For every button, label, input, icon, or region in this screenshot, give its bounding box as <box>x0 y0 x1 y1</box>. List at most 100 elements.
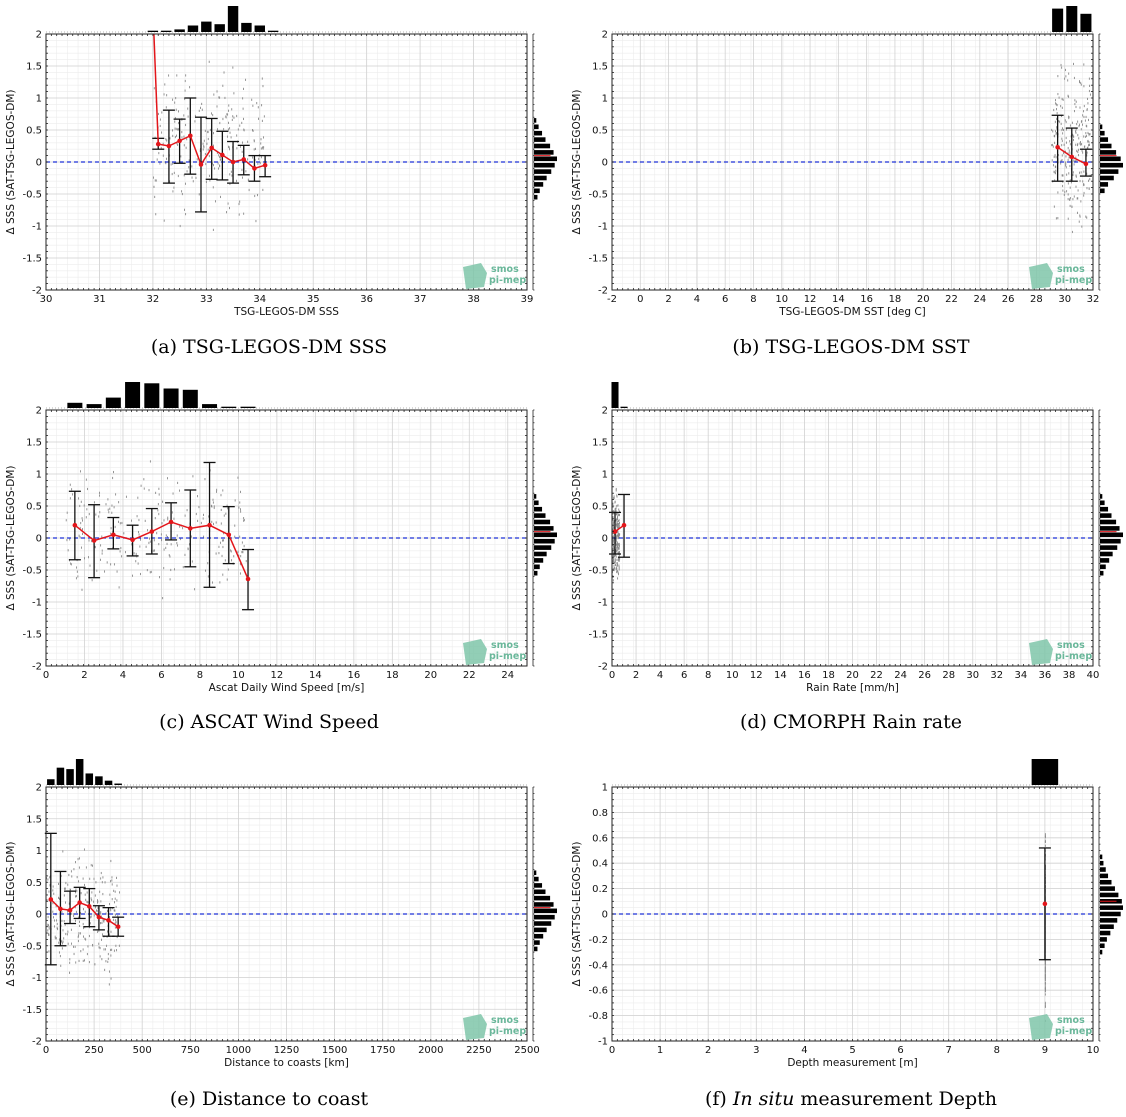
top-hist-bar-6 <box>182 389 198 408</box>
right-hist-bar-2 <box>1100 506 1109 512</box>
right-hist-bar-10 <box>534 933 544 939</box>
x-tick-label: 22 <box>945 294 958 305</box>
chart-panel-b: -2 0 2 4 6 8 10 12 14 16 18 20 22 24 26 28 30 32-2-1.5-1-… <box>571 6 1123 358</box>
right-hist-bar-3 <box>534 889 546 895</box>
x-tick-label: 26 <box>918 670 931 681</box>
x-tick-label: 2250 <box>466 1045 491 1056</box>
top-hist-bar-1 <box>1066 6 1078 32</box>
mean-point-0 <box>1055 144 1060 150</box>
top-hist-bar-4 <box>201 21 212 32</box>
right-hist-bar-10 <box>1100 188 1105 194</box>
right-hist-bar-5 <box>534 902 554 907</box>
y-axis-label: Δ SSS (SAT-TSG-LEGOS-DM) <box>5 89 17 234</box>
logo-text-smos: smos <box>1057 264 1085 275</box>
x-tick-label: -2 <box>607 294 617 305</box>
y-tick-label: 1 <box>36 94 42 105</box>
tick-labels: 0 1 2 3 4 5 6 7 8 9 10 -1 -0.8 -0.6 -0.4 -0.2 0 0.2 0.4 0.6… <box>588 783 1099 1057</box>
logo-emblem-icon <box>1029 1014 1053 1040</box>
axis-ticks <box>45 33 528 291</box>
top-hist-bar-3 <box>187 25 199 32</box>
right-hist-bar-0 <box>534 118 537 123</box>
mean-point-0 <box>48 897 54 902</box>
logo-emblem-icon <box>463 639 487 665</box>
top-histogram <box>46 382 527 409</box>
y-tick-label: -2 <box>598 286 608 297</box>
x-tick-label: 6 <box>897 1045 903 1056</box>
x-tick-label: 2000 <box>418 1045 443 1056</box>
top-hist-bar-7 <box>202 404 218 408</box>
x-tick-label: 39 <box>521 294 534 305</box>
x-axis-label: Rain Rate [mm/h] <box>806 682 899 694</box>
mean-line-group <box>72 519 251 582</box>
x-tick-label: 12 <box>804 294 817 305</box>
right-hist-bar-6 <box>1100 532 1123 538</box>
mean-point-4 <box>86 904 92 909</box>
tick-labels: 0 2 4 6 8 10 12 14 16 18 20 22 24 26 28 30 32 34 36 38 40-2-… <box>588 406 1099 682</box>
mean-point-10 <box>252 166 257 171</box>
mean-point-5 <box>96 914 102 920</box>
mean-point-0 <box>1042 901 1048 907</box>
right-histogram <box>1098 786 1123 1042</box>
mean-point-3 <box>130 537 135 543</box>
mean-point-1 <box>58 906 63 912</box>
right-hist-bar-3 <box>534 513 546 518</box>
mean-point-8 <box>226 532 232 538</box>
major-grid <box>611 409 1094 667</box>
x-tick-label: 10 <box>775 294 788 305</box>
logo-text-smos: smos <box>491 640 519 651</box>
x-tick-label: 1250 <box>274 1045 299 1056</box>
right-hist-bar-3 <box>1100 513 1112 518</box>
y-tick-label: 0.5 <box>26 126 42 137</box>
axis-ticks <box>611 786 1094 1042</box>
x-tick-label: 750 <box>181 1045 200 1056</box>
y-axis-label: Δ SSS (SAT-TSG-LEGOS-DM) <box>5 465 17 610</box>
top-hist-bar-2 <box>105 397 121 408</box>
x-tick-label: 31 <box>93 294 106 305</box>
mean-point-1 <box>1069 154 1075 160</box>
x-tick-label: 38 <box>467 294 480 305</box>
y-tick-label: 1.5 <box>592 62 608 73</box>
x-tick-label: 8 <box>750 294 756 305</box>
mean-point-6 <box>188 526 193 531</box>
x-tick-label: 22 <box>463 670 476 681</box>
x-tick-label: 1000 <box>226 1045 251 1056</box>
right-hist-bar-2 <box>534 506 543 512</box>
x-tick-label: 2500 <box>514 1045 539 1056</box>
y-tick-label: -0.5 <box>22 190 42 201</box>
x-tick-label: 18 <box>822 670 835 681</box>
y-tick-label: -2 <box>32 286 42 297</box>
x-axis-label: Ascat Daily Wind Speed [m/s] <box>209 682 365 694</box>
y-tick-label: 2 <box>36 406 42 417</box>
x-tick-label: 34 <box>253 294 266 305</box>
x-tick-label: 30 <box>40 294 53 305</box>
x-tick-label: 32 <box>147 294 160 305</box>
mean-line-group <box>1055 144 1089 167</box>
right-hist-bar-7 <box>1100 538 1121 544</box>
y-tick-label: 0.8 <box>592 808 608 819</box>
x-tick-label: 2 <box>665 294 671 305</box>
logo-text-pimep: pi-mep <box>489 651 526 662</box>
error-bars <box>152 97 272 213</box>
y-tick-label: 1 <box>36 846 42 857</box>
mean-point-2 <box>111 532 116 538</box>
right-hist-bar-1 <box>534 500 539 506</box>
top-histogram <box>46 6 527 33</box>
x-tick-label: 3 <box>753 1045 759 1056</box>
right-hist-bar-5 <box>534 526 554 531</box>
x-tick-label: 2 <box>633 670 639 681</box>
y-tick-label: 0.5 <box>26 502 42 513</box>
right-hist-bar-3 <box>1100 873 1109 879</box>
right-hist-bar-4 <box>1100 150 1117 155</box>
y-tick-label: 0.4 <box>592 859 608 870</box>
scatter-points <box>612 487 621 582</box>
x-tick-label: 26 <box>1002 294 1015 305</box>
right-hist-bar-4 <box>534 895 551 901</box>
caption: (b) TSG-LEGOS-DM SST <box>732 336 969 358</box>
right-hist-bar-3 <box>534 137 546 142</box>
mean-point-7 <box>220 152 225 158</box>
y-tick-label: -1 <box>598 598 608 609</box>
y-tick-label: 1 <box>602 470 608 481</box>
right-hist-bar-1 <box>534 876 539 882</box>
scatter-points <box>153 60 265 231</box>
y-tick-label: 2 <box>36 30 42 41</box>
